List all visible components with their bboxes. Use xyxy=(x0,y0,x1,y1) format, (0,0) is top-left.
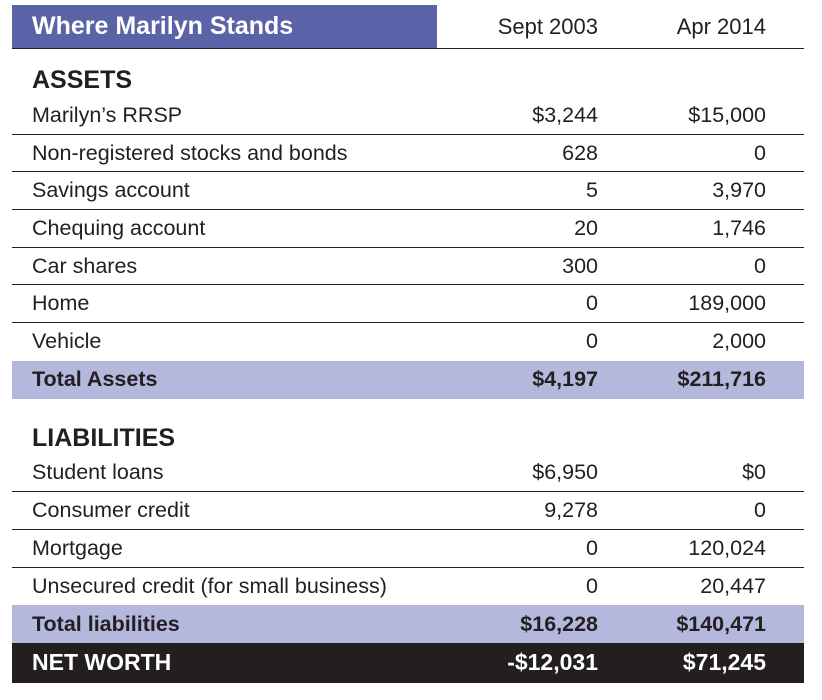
net-worth-table: Where Marilyn Stands Sept 2003 Apr 2014 … xyxy=(12,5,804,683)
liabilities-section-title: LIABILITIES xyxy=(32,423,176,452)
row-value-sept-2003: 628 xyxy=(562,140,598,165)
row-value-apr-2014: 189,000 xyxy=(688,291,766,316)
total-assets-sept-2003: $4,197 xyxy=(532,367,598,392)
column-header-apr-2014: Apr 2014 xyxy=(676,13,766,39)
row-value-sept-2003: 0 xyxy=(586,535,598,560)
table-row: Non-registered stocks and bonds 628 0 xyxy=(12,135,804,173)
row-value-sept-2003: 0 xyxy=(586,291,598,316)
row-label: Chequing account xyxy=(32,215,206,240)
table-header: Where Marilyn Stands Sept 2003 Apr 2014 xyxy=(12,5,804,49)
table-row: Consumer credit 9,278 0 xyxy=(12,492,804,530)
assets-section-title: ASSETS xyxy=(32,66,133,94)
row-value-sept-2003: $3,244 xyxy=(532,102,598,127)
row-label: Student loans xyxy=(32,460,164,485)
column-header-sept-2003: Sept 2003 xyxy=(497,13,598,39)
table-row: Home 0 189,000 xyxy=(12,285,804,324)
total-assets-label: Total Assets xyxy=(32,367,158,392)
table-title: Where Marilyn Stands xyxy=(12,5,437,48)
row-label: Consumer credit xyxy=(32,498,190,523)
row-value-apr-2014: 0 xyxy=(754,498,766,523)
row-label: Unsecured credit (for small business) xyxy=(32,573,387,598)
total-liabilities-row: Total liabilities $16,228 $140,471 xyxy=(12,605,804,643)
total-assets-row: Total Assets $4,197 $211,716 xyxy=(12,360,804,399)
net-worth-row: NET WORTH -$12,031 $71,245 xyxy=(12,642,804,683)
row-value-sept-2003: 300 xyxy=(562,253,598,278)
row-value-apr-2014: $15,000 xyxy=(688,102,766,127)
row-value-apr-2014: 0 xyxy=(754,253,766,278)
row-value-apr-2014: 0 xyxy=(754,140,766,165)
row-label: Mortgage xyxy=(32,535,123,560)
row-value-sept-2003: 5 xyxy=(586,178,598,203)
row-value-apr-2014: 120,024 xyxy=(688,535,766,560)
total-assets-apr-2014: $211,716 xyxy=(677,367,767,392)
row-value-sept-2003: 20 xyxy=(574,215,598,240)
net-worth-apr-2014: $71,245 xyxy=(682,649,766,676)
table-row: Unsecured credit (for small business) 0 … xyxy=(12,568,804,606)
table-row: Vehicle 0 2,000 xyxy=(12,323,804,361)
row-label: Car shares xyxy=(32,253,138,278)
row-value-sept-2003: 0 xyxy=(586,573,598,598)
row-label: Savings account xyxy=(32,178,190,203)
table-row: Chequing account 20 1,746 xyxy=(12,210,804,248)
assets-rows: Marilyn’s RRSP $3,244 $15,000 Non-regist… xyxy=(12,97,804,361)
total-liabilities-apr-2014: $140,471 xyxy=(676,611,766,636)
row-label: Marilyn’s RRSP xyxy=(32,102,183,127)
net-worth-label: NET WORTH xyxy=(32,649,172,676)
total-liabilities-sept-2003: $16,228 xyxy=(520,611,598,636)
row-value-apr-2014: 3,970 xyxy=(712,178,766,203)
table-row: Student loans $6,950 $0 xyxy=(12,455,804,493)
liabilities-rows: Student loans $6,950 $0 Consumer credit … xyxy=(12,455,804,606)
row-label: Home xyxy=(32,291,90,316)
table-row: Savings account 5 3,970 xyxy=(12,172,804,211)
row-value-sept-2003: 0 xyxy=(586,329,598,354)
row-value-apr-2014: 20,447 xyxy=(700,573,766,598)
row-value-sept-2003: $6,950 xyxy=(532,460,598,485)
row-label: Non-registered stocks and bonds xyxy=(32,140,348,165)
row-value-apr-2014: $0 xyxy=(742,460,766,485)
net-worth-sept-2003: -$12,031 xyxy=(507,649,598,676)
row-value-apr-2014: 2,000 xyxy=(712,329,766,354)
row-value-sept-2003: 9,278 xyxy=(544,498,598,523)
table-row: Mortgage 0 120,024 xyxy=(12,530,804,568)
total-liabilities-label: Total liabilities xyxy=(32,611,180,636)
row-value-apr-2014: 1,746 xyxy=(712,215,766,240)
row-label: Vehicle xyxy=(32,329,102,354)
table-row: Car shares 300 0 xyxy=(12,248,804,286)
table-row: Marilyn’s RRSP $3,244 $15,000 xyxy=(12,97,804,135)
